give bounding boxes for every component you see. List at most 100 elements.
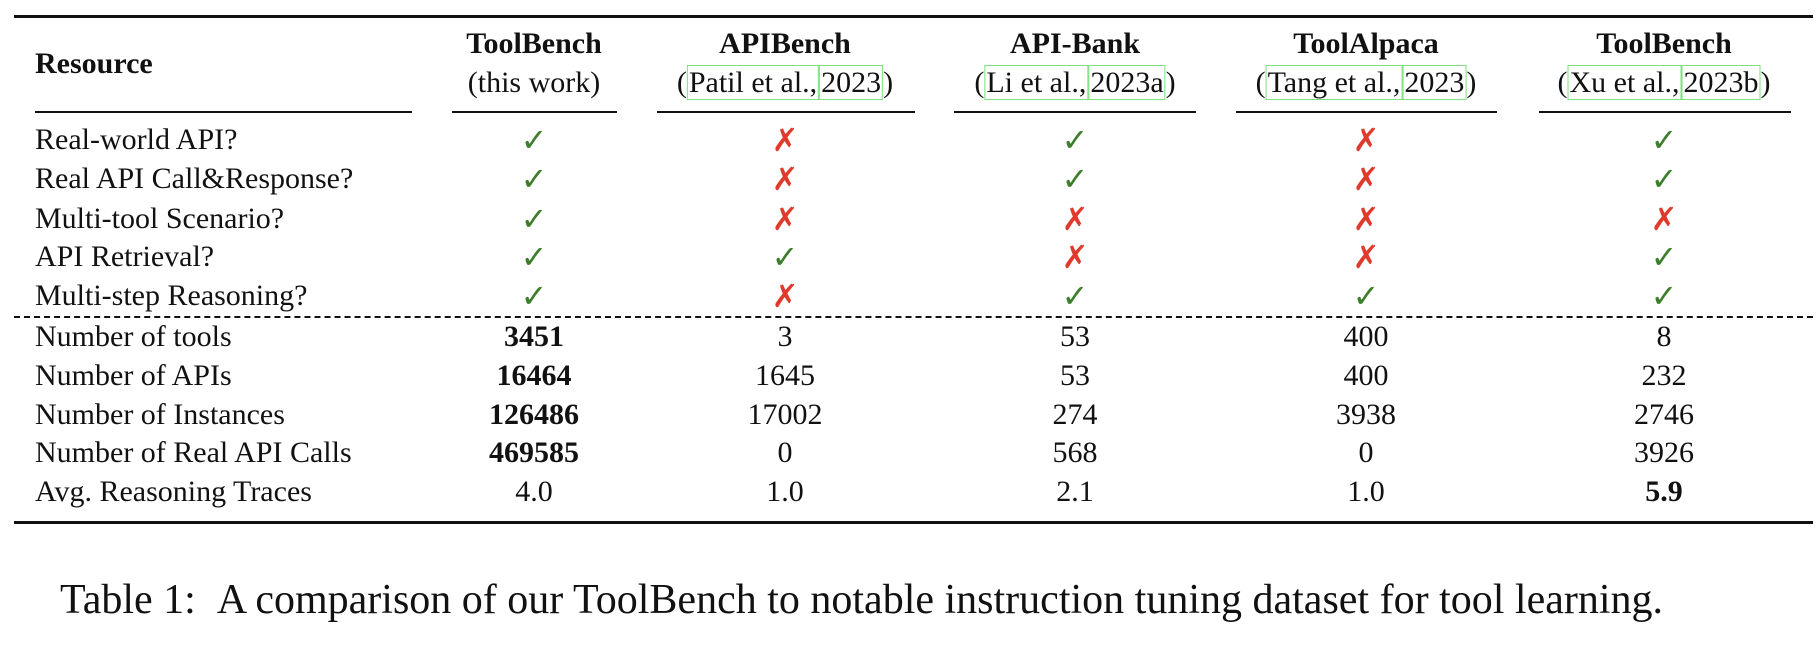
header-underline [452,111,617,113]
cell: 3938 [1336,398,1396,431]
cell: 274 [1052,398,1098,431]
caption-text: A comparison of our ToolBench to notable… [216,577,1664,623]
cell: ✗ [1061,201,1089,237]
cite-authors: Xu et al., [1567,65,1682,100]
cell: 400 [1343,359,1389,392]
row-label: Number of Real API Calls [35,436,352,469]
cell: 0 [777,436,793,469]
cell: 5.9 [1645,475,1683,508]
cite-close: ) [1760,66,1771,99]
cell: 53 [1060,320,1090,353]
cell: ✓ [520,239,548,275]
cell: 1645 [755,359,815,392]
cite-close: ) [1165,66,1176,99]
cell: ✓ [1061,161,1089,197]
cite-close: ) [1466,66,1477,99]
cell: 0 [1358,436,1374,469]
column-name: ToolAlpaca [1293,27,1439,60]
cell: 2.1 [1056,475,1094,508]
cite-authors: Patil et al., [686,65,820,100]
cell: ✗ [771,278,799,314]
caption-label: Table 1: [60,577,196,623]
bottom-rule [14,521,1813,524]
header-underline [1236,111,1497,113]
column-name: API-Bank [1009,27,1141,60]
header-underline [954,111,1196,113]
cell: ✓ [520,201,548,237]
citation: (Patil et al., 2023) [677,65,893,101]
column-sub: (this work) [467,66,601,99]
cell: 17002 [747,398,823,431]
cite-year: 2023b [1681,65,1761,100]
cell: 1.0 [1347,475,1385,508]
cite-year: 2023 [819,65,884,100]
cell: ✗ [1352,122,1380,158]
cell: 4.0 [515,475,553,508]
cell: ✗ [1352,161,1380,197]
cell: 469585 [489,436,579,469]
cite-open: ( [1557,66,1568,99]
cell: ✓ [1061,122,1089,158]
row-label: Number of Instances [35,398,285,431]
cell: 568 [1052,436,1098,469]
midrule [14,316,1813,318]
cite-close: ) [883,66,894,99]
cell: ✓ [1352,278,1380,314]
header-label: Resource [35,47,153,80]
cell: ✗ [771,161,799,197]
citation: (Tang et al., 2023) [1255,65,1477,101]
column-name: ToolBench [1596,27,1732,60]
row-label: Real API Call&Response? [35,162,354,195]
cite-year: 2023a [1088,65,1166,100]
cell: ✗ [1650,201,1678,237]
row-label: Real-world API? [35,123,238,156]
cell: ✗ [1061,239,1089,275]
citation: (Xu et al., 2023b) [1557,65,1771,101]
cell: 400 [1343,320,1389,353]
header-underline [657,111,915,113]
cell: 16464 [496,359,572,392]
cell: ✓ [520,161,548,197]
cite-open: ( [676,66,687,99]
header-underline [1539,111,1791,113]
cell: ✓ [1650,278,1678,314]
cell: ✓ [520,122,548,158]
row-label: Avg. Reasoning Traces [35,475,312,508]
cite-authors: Tang et al., [1265,65,1403,100]
top-rule [14,15,1813,18]
cell: 53 [1060,359,1090,392]
column-name: ToolBench [466,27,602,60]
cite-open: ( [1255,66,1266,99]
cell: ✗ [771,122,799,158]
cell: 3926 [1634,436,1694,469]
cell: 126486 [489,398,579,431]
cell: ✓ [1650,122,1678,158]
caption: Table 1: A comparison of our ToolBench t… [60,578,1663,622]
cell: ✓ [1650,239,1678,275]
cite-year: 2023 [1402,65,1467,100]
row-label: Multi-tool Scenario? [35,202,285,235]
cell: 8 [1656,320,1672,353]
cell: 2746 [1634,398,1694,431]
cell: 1.0 [766,475,804,508]
header-underline [35,111,412,113]
row-label: Number of tools [35,320,232,353]
row-label: Number of APIs [35,359,232,392]
cell: ✗ [771,201,799,237]
cite-open: ( [974,66,985,99]
cell: 3 [777,320,793,353]
cite-authors: Li et al., [984,65,1089,100]
cell: ✓ [1650,161,1678,197]
row-label: API Retrieval? [35,240,215,273]
cell: ✓ [1061,278,1089,314]
column-name: APIBench [719,27,851,60]
cell: ✗ [1352,201,1380,237]
cell: 232 [1641,359,1687,392]
cell: ✓ [771,239,799,275]
cell: ✓ [520,278,548,314]
cell: 3451 [504,320,564,353]
citation: (Li et al., 2023a) [974,65,1176,101]
row-label: Multi-step Reasoning? [35,279,308,312]
cell: ✗ [1352,239,1380,275]
